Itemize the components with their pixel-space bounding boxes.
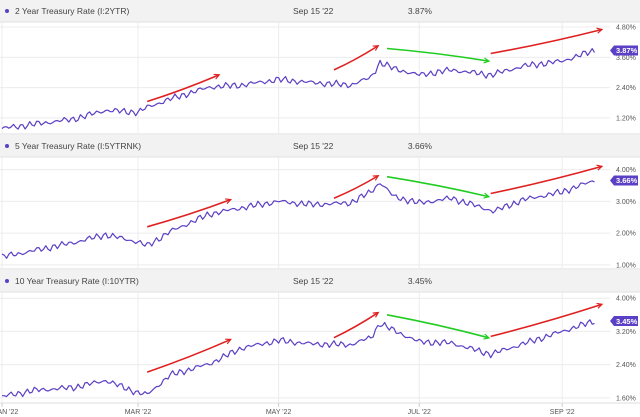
annotation-arrow-red: [490, 30, 602, 55]
y-tick-label: 3.00%: [616, 199, 636, 206]
y-tick-label: 1.60%: [616, 395, 636, 402]
date-label: Sep 15 '22: [293, 141, 334, 151]
series-line: [1, 47, 596, 130]
panel-header: [0, 270, 640, 292]
last-value-badge: [610, 45, 638, 56]
annotation-arrow-red: [333, 46, 378, 71]
annotation-arrow-red: [490, 167, 602, 195]
x-tick-label: JUL '22: [408, 409, 431, 416]
y-tick-label: 2.40%: [616, 362, 636, 369]
y-tick-label: 3.60%: [616, 55, 636, 62]
annotation-arrow-red: [333, 313, 378, 339]
value-label: 3.66%: [408, 141, 433, 151]
value-label: 3.87%: [408, 6, 433, 16]
annotation-arrow-red: [146, 340, 230, 373]
chart-panel-2: 5 Year Treasury Rate (I:5YTRNK) Sep 15 '2…: [0, 135, 640, 270]
x-tick-label: SEP '22: [550, 409, 575, 416]
series-name: 2 Year Treasury Rate (I:2YTR): [15, 6, 129, 16]
y-tick-label: 1.20%: [616, 115, 636, 122]
annotation-arrow-green: [386, 47, 488, 62]
last-value-badge: [610, 316, 638, 327]
value-label: 3.45%: [408, 276, 433, 286]
x-tick-label: JAN '22: [0, 409, 18, 416]
annotation-arrow-red: [490, 305, 602, 338]
y-tick-label: 4.00%: [616, 167, 636, 174]
date-label: Sep 15 '22: [293, 276, 334, 286]
series-line: [1, 180, 595, 259]
last-value-badge: [610, 175, 638, 186]
annotation-arrow-green: [386, 175, 488, 197]
y-tick-label: 3.20%: [616, 329, 636, 336]
last-value-badge-text: 3.87%: [616, 46, 638, 55]
x-tick-label: MAR '22: [125, 409, 152, 416]
series-name: 5 Year Treasury Rate (I:5YTRNK): [15, 141, 141, 151]
series-line: [2, 319, 595, 398]
y-tick-label: 4.80%: [616, 25, 636, 32]
x-tick-label: MAY '22: [266, 409, 292, 416]
last-value-badge-text: 3.45%: [616, 317, 638, 326]
panel-header: [0, 0, 640, 22]
series-dot: [5, 279, 9, 283]
panel-header: [0, 135, 640, 157]
annotation-arrow-red: [146, 75, 219, 103]
last-value-badge-text: 3.66%: [616, 176, 638, 185]
annotation-arrow-red: [333, 176, 378, 199]
chart-panel-1: 2 Year Treasury Rate (I:2YTR) Sep 15 '22 3…: [0, 0, 640, 135]
date-label: Sep 15 '22: [293, 6, 334, 16]
y-tick-label: 2.00%: [616, 231, 636, 238]
chart-panel-3: 10 Year Treasury Rate (I:10YTR) Sep 15 '2…: [0, 270, 640, 404]
y-tick-label: 1.00%: [616, 262, 636, 269]
annotation-arrow-red: [146, 200, 230, 228]
series-dot: [5, 144, 9, 148]
y-tick-label: 4.00%: [616, 296, 636, 303]
series-dot: [5, 9, 9, 13]
annotation-arrow-green: [386, 314, 488, 338]
y-tick-label: 2.40%: [616, 85, 636, 92]
series-name: 10 Year Treasury Rate (I:10YTR): [15, 276, 139, 286]
